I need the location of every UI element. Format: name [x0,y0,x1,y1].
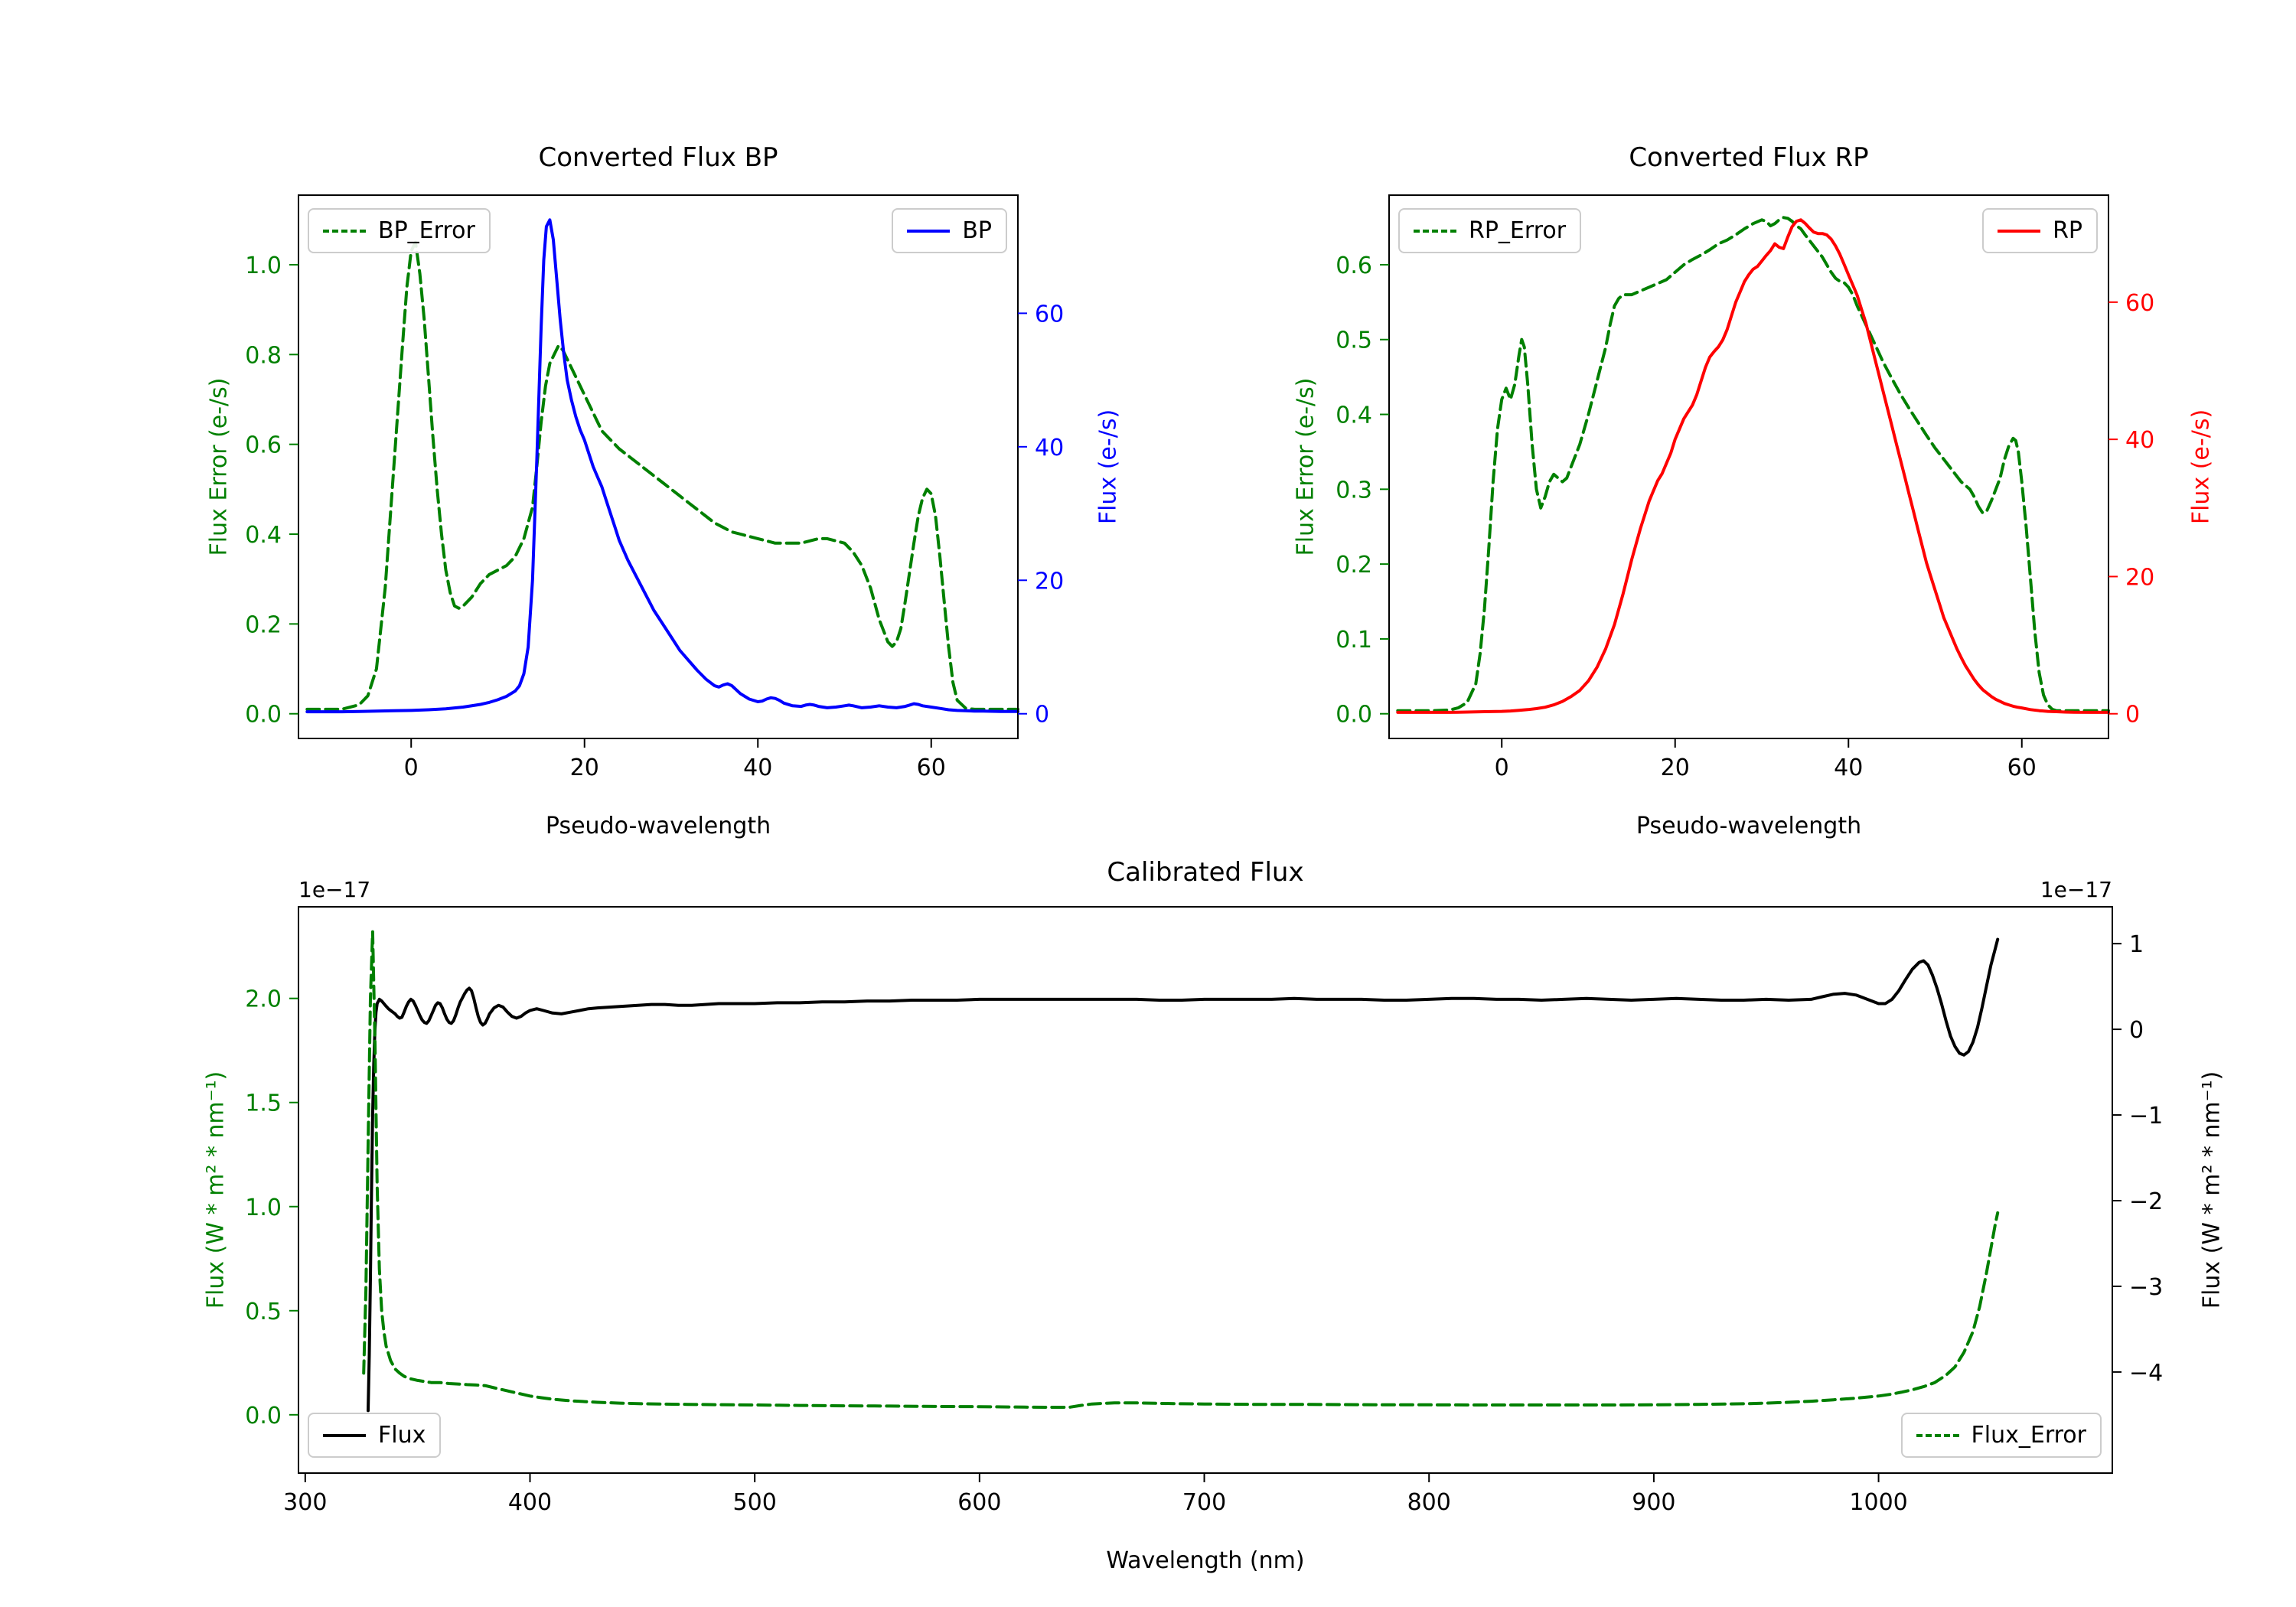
cal-ytick-left-label: 0.5 [245,1299,282,1325]
rp-error-line-sample [1414,229,1456,233]
rp-xtick-label: 20 [1661,755,1690,781]
cal-xtick-label: 1000 [1849,1489,1907,1516]
rp-ytick-right-label: 40 [2125,427,2154,454]
legend-label-rp-error: RP_Error [1469,217,1567,244]
bp-xtick-label: 60 [917,755,946,781]
yaxis-label-bp-flux: Flux (e-/s) [1094,409,1122,525]
yaxis-label-bp-error: Flux Error (e-/s) [205,377,233,556]
rp-axes-frame [1388,194,2109,739]
cal-ytick-right-label: 1 [2129,931,2144,958]
rp-ytick-right-label: 0 [2125,702,2140,729]
flux-line-sample [323,1433,366,1437]
bp-error-line [305,240,1019,711]
bp-line-sample [907,229,951,233]
offset-text-left: 1e−17 [298,877,371,902]
bp-ytick-left-label: 0.2 [245,611,282,638]
cal-ytick-right-label: −2 [2129,1188,2163,1215]
cal-xtick-label: 500 [733,1489,777,1516]
cal-xtick-label: 800 [1407,1489,1451,1516]
rp-xtick-label: 0 [1495,755,1509,781]
bp-ytick-right-label: 60 [1035,301,1064,328]
cal-ytick-right-label: −4 [2129,1360,2163,1387]
yaxis-label-cal-flux-left: Flux (W * m² * nm⁻¹) [202,1071,230,1309]
legend-label-bp-error: BP_Error [378,217,475,244]
cal-ytick-left-label: 1.0 [245,1195,282,1221]
bp-ytick-left-label: 0.4 [245,522,282,549]
rp-ytick-left-label: 0.1 [1336,627,1372,654]
legend-label-flux: Flux [378,1422,426,1449]
xaxis-label-bp: Pseudo-wavelength [545,813,771,839]
rp-error-line [1396,216,2110,712]
rp-ytick-left-label: 0.3 [1336,477,1372,504]
cal-ytick-right-label: 0 [2129,1017,2144,1044]
legend-rp: RP [1982,208,2098,253]
bp-axes-frame [298,194,1019,739]
legend-label-rp: RP [2053,217,2082,244]
rp-ytick-left-label: 0.2 [1336,552,1372,579]
rp-ytick-left-label: 0.4 [1336,403,1372,429]
legend-flux-error: Flux_Error [1900,1413,2102,1458]
rp-ytick-right-label: 60 [2125,290,2154,317]
bp-ytick-left-label: 0.8 [245,342,282,369]
rp-ytick-left-label: 0.5 [1336,328,1372,354]
bp-ytick-right-label: 0 [1035,702,1049,729]
cal-ytick-left-label: 0.0 [245,1403,282,1429]
cal-ytick-right-label: −1 [2129,1103,2163,1129]
legend-flux: Flux [308,1413,442,1458]
legend-label-bp: BP [962,217,992,244]
chart-title-calibrated: Calibrated Flux [1107,857,1304,888]
offset-text-right: 1e−17 [2040,877,2112,902]
bp-xtick-label: 20 [570,755,599,781]
cal-ytick-left-label: 2.0 [245,986,282,1013]
cal-xtick-label: 300 [283,1489,327,1516]
legend-rp-error: RP_Error [1398,208,1582,253]
chart-title-bp: Converted Flux BP [538,142,778,173]
yaxis-label-rp-flux: Flux (e-/s) [2187,409,2215,525]
legend-bp: BP [892,208,1007,253]
bp-xtick-label: 0 [404,755,419,781]
cal-ytick-left-label: 1.5 [245,1090,282,1117]
legend-bp-error: BP_Error [308,208,491,253]
rp-line [1396,218,2110,714]
rp-ytick-right-label: 20 [2125,564,2154,591]
bp-ytick-right-label: 20 [1035,568,1064,595]
cal-ytick-right-label: −3 [2129,1274,2163,1301]
bp-error-line-sample [323,229,366,233]
bp-xtick-label: 40 [743,755,772,781]
xaxis-label-rp: Pseudo-wavelength [1636,813,1862,839]
yaxis-label-rp-error: Flux Error (e-/s) [1292,377,1319,556]
rp-line-sample [1998,229,2041,233]
cal-xtick-label: 900 [1632,1489,1675,1516]
cal-axes-frame [298,906,2113,1474]
legend-label-flux-error: Flux_Error [1971,1422,2086,1449]
cal-xtick-label: 400 [508,1489,552,1516]
rp-xtick-label: 40 [1834,755,1863,781]
bp-line [305,218,1019,714]
flux-line [367,937,2000,1413]
chart-title-rp: Converted Flux RP [1629,142,1869,173]
rp-ytick-left-label: 0.6 [1336,253,1372,279]
yaxis-label-cal-flux-right: Flux (W * m² * nm⁻¹) [2198,1071,2226,1309]
xaxis-label-calibrated: Wavelength (nm) [1106,1547,1305,1574]
rp-ytick-left-label: 0.0 [1336,702,1372,729]
bp-ytick-left-label: 1.0 [245,253,282,279]
cal-xtick-label: 700 [1182,1489,1226,1516]
cal-xtick-label: 600 [957,1489,1001,1516]
rp-xtick-label: 60 [2007,755,2037,781]
bp-ytick-right-label: 40 [1035,435,1064,461]
bp-ytick-left-label: 0.6 [245,432,282,459]
flux-error-line [362,930,2000,1409]
flux-error-line-sample [1916,1433,1959,1437]
bp-ytick-left-label: 0.0 [245,702,282,729]
